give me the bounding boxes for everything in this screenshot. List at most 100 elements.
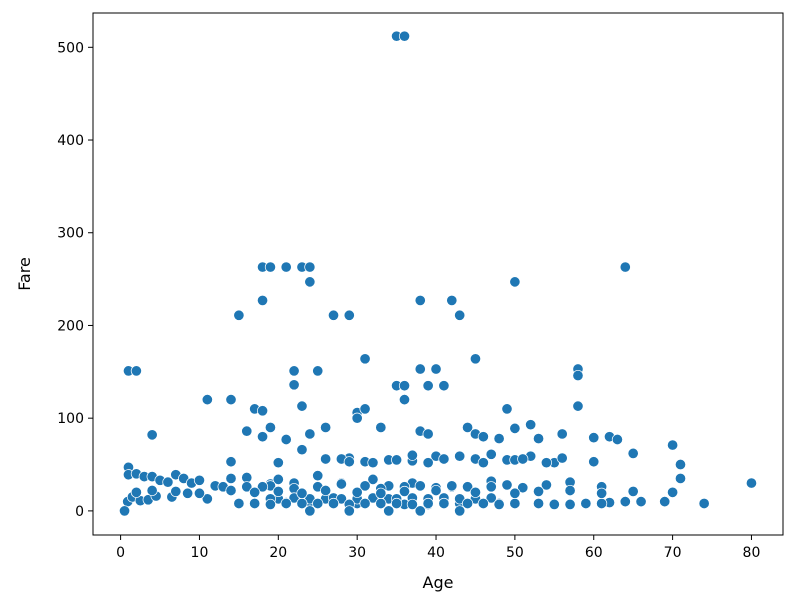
data-point [493,433,505,445]
data-point [446,294,458,306]
data-point [438,380,450,392]
data-point [462,481,474,493]
data-point [264,261,276,273]
data-point [288,379,300,391]
data-point [532,433,545,445]
data-point [422,457,434,469]
data-point [241,471,253,484]
data-point [256,294,269,306]
data-point [375,421,387,433]
data-point [398,380,411,392]
data-point [327,309,340,321]
data-point [674,472,687,484]
data-point [548,498,560,510]
data-point [375,487,387,499]
data-point [469,486,482,498]
data-point [422,497,434,510]
data-point [532,497,545,510]
x-axis-label: Age [423,573,454,592]
data-point [406,449,418,461]
data-point [509,276,521,288]
data-point [462,421,474,433]
data-point [225,484,237,497]
y-tick-label: 300 [57,226,84,242]
data-point [256,481,269,493]
data-point [540,479,552,491]
y-tick-label: 0 [75,504,84,520]
data-point [312,497,324,510]
data-point [264,498,276,510]
data-point [320,484,332,497]
data-point [193,487,206,499]
data-point [556,452,568,464]
data-point [375,497,387,510]
data-point [312,470,324,482]
data-point [182,487,194,499]
x-tick-label: 30 [348,545,366,561]
x-tick-label: 20 [269,545,287,561]
data-point [540,457,552,469]
data-point [304,276,316,288]
data-point [509,487,521,499]
data-point [146,429,158,441]
data-point [698,497,710,510]
y-tick-label: 500 [57,40,84,56]
data-point [485,448,497,460]
data-point [509,422,521,434]
data-point [438,453,450,465]
data-point [320,453,332,465]
x-tick-label: 60 [585,545,603,561]
data-point [343,456,355,468]
data-point [359,403,371,415]
data-point [564,498,576,510]
y-tick-label: 200 [57,318,84,334]
data-point [462,497,474,510]
data-point [438,497,450,510]
data-point [233,309,245,321]
data-point [193,474,206,486]
data-point [485,481,497,493]
data-point [367,473,379,485]
y-axis-label: Fare [15,257,34,291]
data-point [596,487,608,499]
data-point [454,309,466,321]
data-point [256,431,269,443]
data-point [201,394,213,406]
data-point [619,261,631,273]
data-point [493,498,505,510]
data-point [146,484,158,497]
data-point [288,365,300,377]
data-point [398,485,411,497]
data-point [501,479,513,491]
data-point [477,497,489,510]
data-point [256,405,269,417]
data-point [477,457,489,469]
data-point [296,400,308,412]
data-point [296,444,308,456]
x-tick-label: 80 [743,545,761,561]
data-point [233,497,245,510]
data-point [398,394,411,406]
data-point [280,261,292,273]
data-point [627,447,639,459]
data-point [564,484,576,497]
x-tick-label: 50 [506,545,524,561]
data-point [383,505,395,517]
data-point [225,456,237,468]
data-point [351,412,363,424]
data-point [280,433,292,446]
data-point [264,421,276,433]
data-point [296,497,308,510]
data-point [272,457,284,469]
data-point [391,497,403,510]
data-point [225,394,237,406]
data-point [572,400,584,412]
data-point [485,492,497,504]
data-point [674,458,687,471]
data-point [320,421,332,433]
data-point [406,498,418,510]
data-point [556,428,568,440]
data-point [241,481,253,493]
data-point [446,480,458,492]
